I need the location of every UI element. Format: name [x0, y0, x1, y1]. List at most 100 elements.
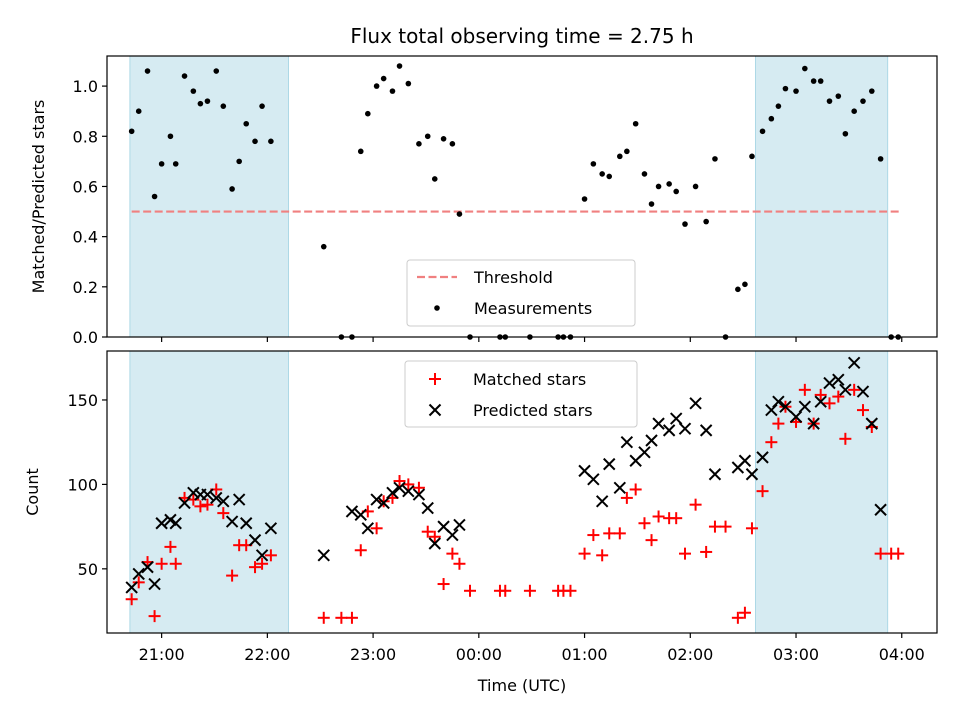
predicted-star-point: [638, 446, 651, 459]
predicted-star-point: [232, 493, 246, 506]
x-axis-label: Time (UTC): [477, 676, 566, 695]
measurement-point: [167, 133, 174, 140]
measurement-point: [835, 93, 842, 99]
measurement-point: [851, 108, 857, 114]
matched-star-point: [523, 584, 536, 597]
measurement-point: [449, 141, 456, 147]
measurement-point: [396, 63, 403, 69]
matched-star-point: [756, 485, 769, 498]
top-plot-frame: [106, 55, 938, 338]
measurement-point: [456, 211, 463, 217]
measurement-point: [735, 286, 741, 293]
observing-span: [754, 55, 889, 338]
predicted-star-point: [377, 496, 390, 510]
matched-star-point: [856, 404, 869, 417]
matched-star-point: [745, 522, 758, 535]
matched-star-point: [596, 549, 609, 562]
top-x-ticks: [161, 337, 903, 342]
measurement-point: [666, 181, 672, 187]
legend-matched-marker: [429, 373, 441, 385]
matched-star-point: [370, 522, 383, 535]
predicted-star-point: [210, 491, 223, 505]
measurement-point: [158, 161, 165, 167]
predicted-star-point: [603, 457, 616, 471]
predicted-star-point: [125, 581, 138, 594]
predicted-star-point: [807, 417, 820, 430]
bottom-y-axis-label: Count: [23, 468, 42, 516]
x-tick-label: 00:00: [456, 645, 502, 664]
y-tick-label: 0.6: [73, 177, 98, 196]
matched-star-point: [249, 561, 262, 574]
measurement-point: [220, 103, 227, 109]
measurement-point: [641, 171, 648, 177]
matched-star-points: [125, 383, 905, 624]
matched-star-point: [587, 529, 600, 542]
predicted-star-point: [874, 503, 887, 516]
matched-star-point: [155, 557, 168, 570]
predicted-star-point: [789, 410, 803, 424]
x-tick-label: 04:00: [879, 645, 925, 664]
measurement-point: [190, 88, 197, 94]
predicted-star-point: [248, 533, 262, 547]
legend-measurement-label: Measurements: [474, 299, 592, 318]
x-tick-label: 23:00: [350, 645, 396, 664]
predicted-star-point: [264, 522, 278, 535]
matched-star-point: [354, 544, 367, 557]
measurement-point: [268, 138, 274, 145]
matched-star-point: [437, 578, 450, 591]
matched-star-point: [169, 557, 182, 570]
measurement-point: [135, 108, 142, 114]
measurement-point: [810, 78, 817, 84]
matched-star-point: [125, 593, 138, 606]
predicted-star-point: [402, 484, 415, 498]
measurement-point: [229, 186, 235, 192]
measurement-point: [197, 100, 204, 107]
measurement-point: [606, 173, 613, 180]
legend-matched-label: Matched stars: [473, 370, 586, 389]
top-y-axis-label: Matched/Predicted stars: [29, 100, 48, 294]
measurement-point: [655, 183, 662, 190]
matched-star-point: [719, 520, 732, 533]
matched-star-point: [164, 540, 177, 553]
matched-star-point: [317, 611, 330, 624]
measurement-point: [692, 183, 699, 190]
measurement-point: [151, 193, 158, 200]
measurement-point: [599, 171, 605, 177]
matched-star-point: [613, 527, 626, 540]
measurement-point: [389, 88, 396, 94]
matched-star-point: [738, 606, 751, 619]
matched-star-point: [187, 493, 200, 506]
predicted-star-point: [225, 515, 239, 528]
bottom-y-ticks: 50 100 150: [67, 391, 107, 579]
matched-star-point: [629, 483, 642, 496]
y-tick-label: 100: [67, 475, 98, 494]
predicted-star-point: [823, 376, 836, 390]
measurement-point: [842, 130, 849, 137]
measurement-point: [617, 153, 623, 160]
x-tick-label: 02:00: [667, 645, 713, 664]
matched-star-point: [839, 432, 852, 445]
measurement-point: [213, 68, 220, 74]
x-tick-label: 21:00: [139, 645, 185, 664]
matched-star-point: [393, 475, 406, 488]
measurement-point: [712, 156, 718, 162]
bottom-x-ticks: 21:00 22:00 23:00 00:00 01:00 02:00 03:00 04:00: [139, 633, 925, 664]
top-legend: Threshold Measurements: [406, 259, 636, 327]
predicted-star-point: [745, 468, 759, 481]
matched-star-point: [194, 500, 207, 513]
top-legend-box: [406, 259, 636, 327]
matched-star-point: [652, 510, 665, 523]
predicted-star-point: [354, 508, 367, 522]
measurement-point: [365, 110, 371, 117]
predicted-star-point: [386, 486, 399, 500]
measurement-point: [204, 98, 211, 104]
predicted-star-point: [779, 400, 792, 413]
predicted-star-point: [678, 422, 692, 435]
x-tick-label: 01:00: [562, 645, 608, 664]
matched-star-point: [148, 610, 161, 623]
bottom-legend: Matched stars Predicted stars: [404, 360, 638, 428]
measurement-point: [648, 201, 655, 207]
measurement-point: [673, 188, 679, 195]
bottom-legend-box: [404, 360, 638, 428]
